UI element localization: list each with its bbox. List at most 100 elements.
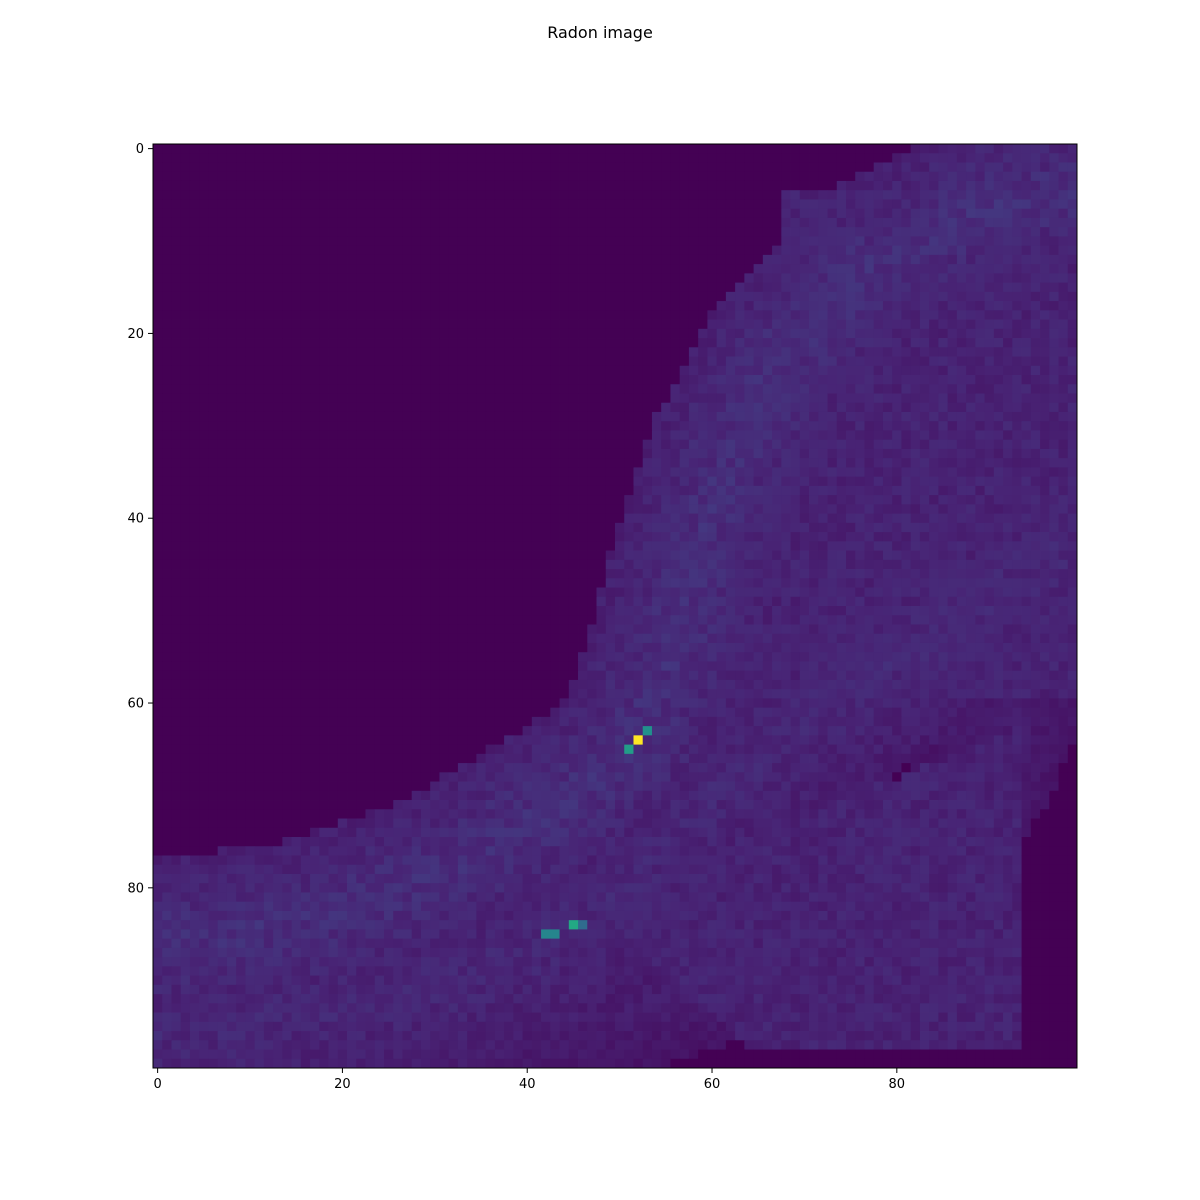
heatmap-cell — [448, 541, 459, 551]
heatmap-cell — [809, 227, 819, 237]
heatmap-cell — [688, 171, 699, 182]
heatmap-cell — [217, 532, 228, 542]
heatmap-cell — [993, 513, 1004, 524]
heatmap-cell — [1040, 227, 1050, 237]
heatmap-cell — [1003, 208, 1013, 219]
heatmap-cell — [485, 273, 496, 283]
heatmap-cell — [199, 273, 209, 283]
heatmap-cell — [744, 587, 754, 598]
heatmap-cell — [319, 485, 329, 496]
heatmap-cell — [901, 439, 912, 450]
heatmap-cell — [337, 476, 348, 487]
heatmap-cell — [892, 310, 902, 320]
heatmap-cell — [1049, 541, 1059, 551]
heatmap-cell — [254, 153, 265, 163]
heatmap-cell — [384, 356, 394, 367]
heatmap-cell — [873, 153, 884, 163]
heatmap-cell — [319, 365, 329, 376]
heatmap-cell — [698, 264, 708, 274]
heatmap-cell — [772, 448, 782, 459]
heatmap-cell — [1012, 532, 1022, 542]
heatmap-cell — [735, 458, 745, 468]
heatmap-cell — [956, 273, 967, 283]
heatmap-cell — [578, 421, 588, 431]
heatmap-cell — [199, 411, 209, 422]
heatmap-cell — [790, 162, 801, 173]
heatmap-cell — [864, 532, 875, 542]
heatmap-cell — [735, 217, 745, 228]
heatmap-cell — [199, 217, 209, 228]
heatmap-cell — [716, 190, 727, 200]
heatmap-cell — [513, 347, 523, 357]
heatmap-cell — [818, 513, 828, 524]
heatmap-cell — [310, 291, 320, 302]
heatmap-cell — [642, 384, 653, 394]
heatmap-cell — [975, 532, 985, 542]
heatmap-cell — [411, 264, 422, 274]
heatmap-cell — [1012, 393, 1022, 404]
heatmap-cell — [1012, 448, 1022, 459]
heatmap-cell — [966, 495, 976, 505]
heatmap-cell — [171, 208, 182, 219]
heatmap-cell — [550, 430, 560, 441]
heatmap-cell — [1012, 227, 1022, 237]
heatmap-cell — [513, 513, 523, 524]
heatmap-cell — [448, 227, 459, 237]
heatmap-cell — [439, 448, 450, 459]
heatmap-cell — [568, 430, 579, 441]
heatmap-cell — [273, 578, 283, 588]
heatmap-cell — [328, 356, 339, 367]
heatmap-cell — [291, 273, 302, 283]
heatmap-cell — [300, 513, 311, 524]
heatmap-cell — [938, 439, 949, 450]
heatmap-cell — [356, 448, 366, 459]
heatmap-cell — [670, 291, 681, 302]
heatmap-cell — [707, 550, 718, 561]
heatmap-cell — [836, 513, 847, 524]
heatmap-cell — [559, 448, 570, 459]
heatmap-cell — [541, 319, 551, 330]
heatmap-cell — [864, 171, 875, 182]
heatmap-cell — [513, 485, 523, 496]
heatmap-cell — [236, 356, 246, 367]
heatmap-cell — [624, 180, 634, 191]
heatmap-cell — [550, 393, 560, 404]
heatmap-cell — [910, 171, 921, 182]
heatmap-cell — [504, 282, 514, 293]
heatmap-cell — [411, 338, 422, 348]
heatmap-cell — [485, 264, 496, 274]
heatmap-cell — [670, 439, 681, 450]
heatmap-cell — [929, 338, 939, 348]
heatmap-cell — [1067, 162, 1078, 173]
heatmap-cell — [966, 532, 976, 542]
heatmap-cell — [402, 199, 413, 210]
heatmap-cell — [624, 208, 634, 219]
heatmap-cell — [1058, 439, 1069, 450]
heatmap-cell — [254, 319, 265, 330]
heatmap-cell — [670, 596, 681, 607]
heatmap-cell — [670, 476, 681, 487]
heatmap-cell — [578, 291, 588, 302]
heatmap-cell — [199, 208, 209, 219]
heatmap-cell — [873, 587, 884, 598]
heatmap-cell — [855, 254, 865, 265]
heatmap-cell — [901, 596, 912, 607]
heatmap-cell — [984, 596, 995, 607]
heatmap-cell — [245, 291, 256, 302]
heatmap-cell — [1030, 421, 1041, 431]
heatmap-cell — [1003, 254, 1013, 265]
heatmap-cell — [467, 254, 477, 265]
heatmap-cell — [467, 476, 477, 487]
heatmap-cell — [448, 356, 459, 367]
heatmap-cell — [541, 199, 551, 210]
heatmap-cell — [929, 301, 939, 311]
heatmap-cell — [559, 180, 570, 191]
heatmap-cell — [226, 541, 237, 551]
heatmap-cell — [291, 199, 302, 210]
heatmap-cell — [365, 328, 376, 339]
heatmap-cell — [504, 596, 514, 607]
heatmap-cell — [578, 144, 588, 154]
heatmap-cell — [975, 171, 985, 182]
heatmap-cell — [420, 569, 431, 579]
heatmap-cell — [624, 375, 634, 385]
